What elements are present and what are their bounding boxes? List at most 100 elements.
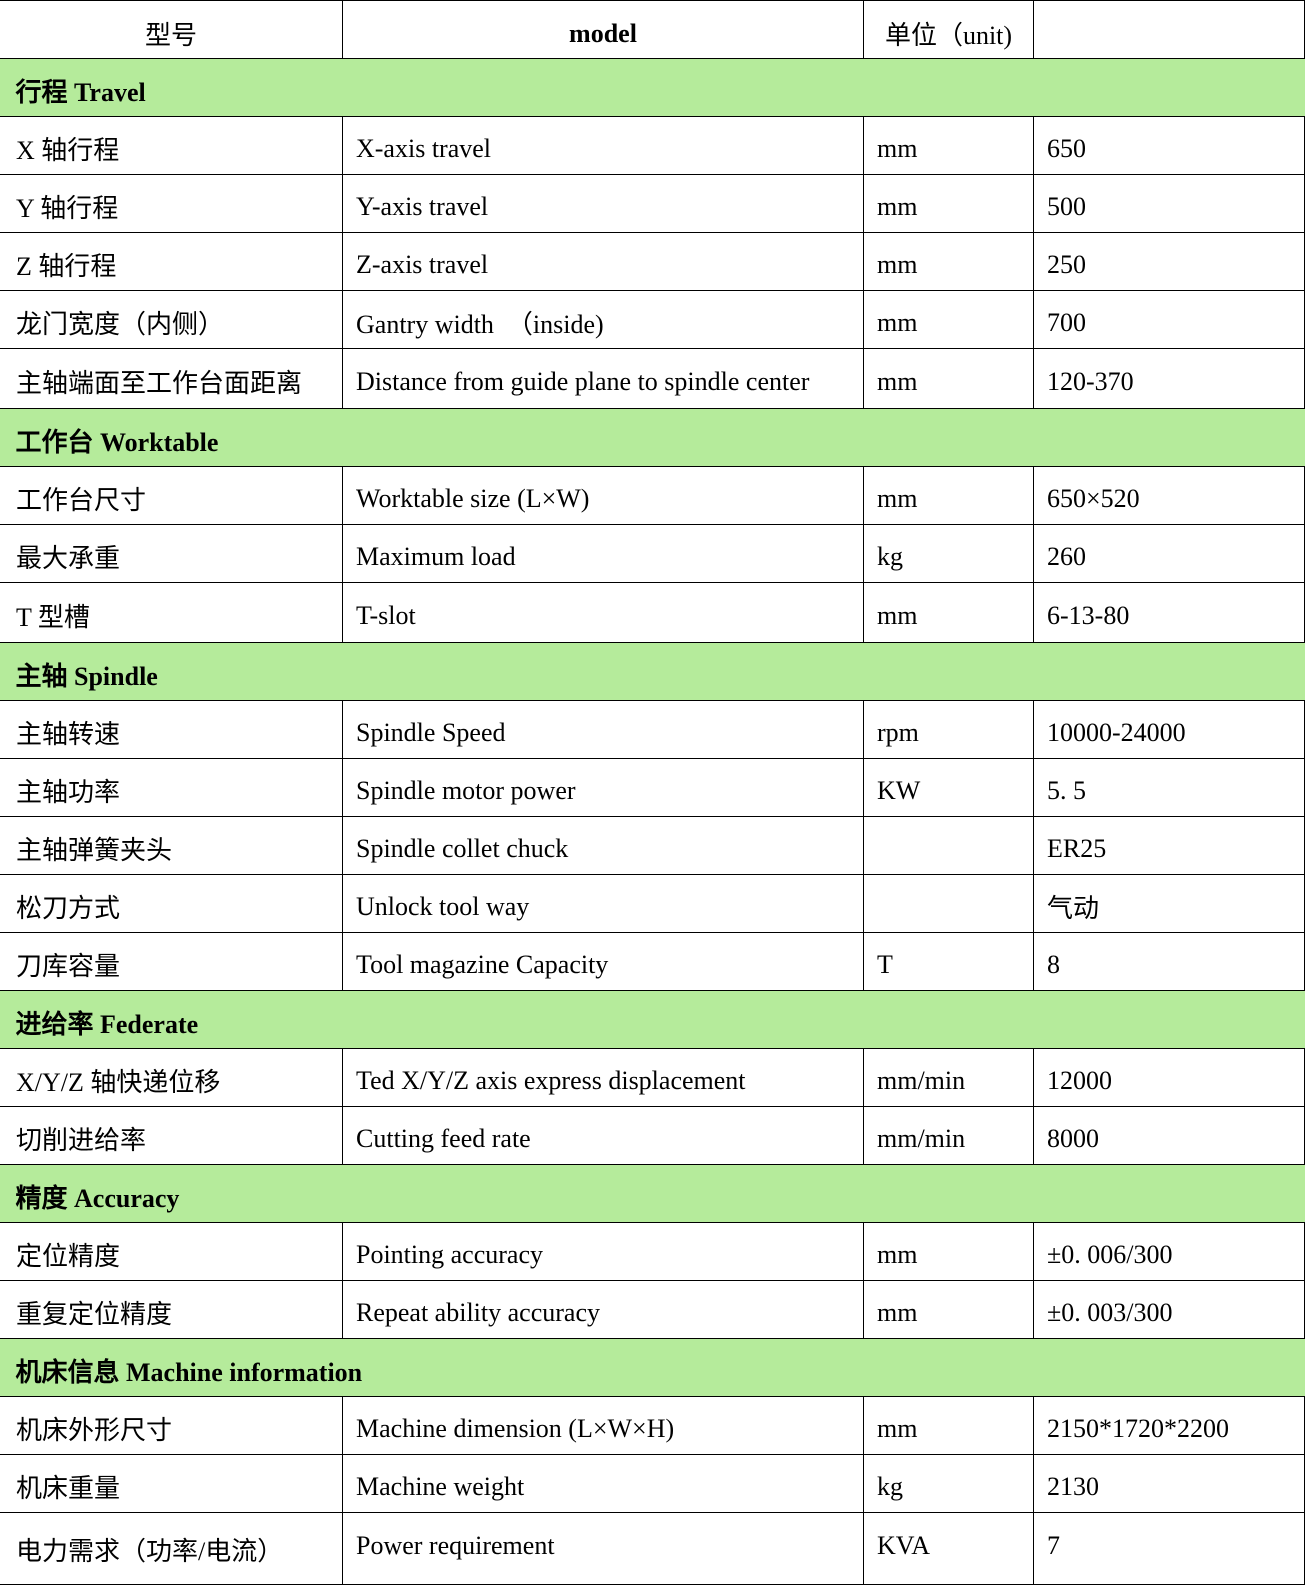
spec-unit: mm/min: [863, 1106, 1034, 1165]
table-row: 定位精度 Pointing accuracy mm ±0. 006/300: [0, 1222, 1305, 1281]
spec-unit: [863, 816, 1034, 875]
spec-name-cn: 主轴功率: [0, 758, 343, 817]
spec-value: 260: [1033, 524, 1305, 583]
table-row: 工作台尺寸 Worktable size (L×W) mm 650×520: [0, 466, 1305, 525]
spec-name-cn: 主轴弹簧夹头: [0, 816, 343, 875]
spec-name-en: Unlock tool way: [342, 874, 864, 933]
spec-unit: mm: [863, 174, 1034, 233]
section-title: 精度 Accuracy: [0, 1164, 1305, 1223]
spec-name-cn: 松刀方式: [0, 874, 343, 933]
spec-unit: mm: [863, 582, 1034, 643]
table-row: 主轴功率 Spindle motor power KW 5. 5: [0, 758, 1305, 817]
spec-unit: mm: [863, 232, 1034, 291]
spec-value: 气动: [1033, 874, 1305, 933]
header-cell-value: [1033, 0, 1305, 59]
spec-unit: KW: [863, 758, 1034, 817]
table-row: 主轴弹簧夹头 Spindle collet chuck ER25: [0, 816, 1305, 875]
spec-unit: mm: [863, 1280, 1034, 1339]
spec-name-en: Spindle motor power: [342, 758, 864, 817]
spec-value: 6-13-80: [1033, 582, 1305, 643]
table-row: 重复定位精度 Repeat ability accuracy mm ±0. 003/3…: [0, 1280, 1305, 1339]
section-title: 工作台 Worktable: [0, 408, 1305, 467]
spec-unit: mm: [863, 348, 1034, 409]
spec-name-cn: 龙门宽度（内侧）: [0, 290, 343, 349]
table-row: 主轴转速 Spindle Speed rpm 10000-24000: [0, 700, 1305, 759]
spec-value: 8: [1033, 932, 1305, 991]
spec-name-cn: 主轴端面至工作台面距离: [0, 348, 343, 409]
spec-name-en: Maximum load: [342, 524, 864, 583]
section-header-row: 进给率 Federate: [0, 990, 1305, 1049]
spec-unit: mm: [863, 466, 1034, 525]
table-row: 主轴端面至工作台面距离 Distance from guide plane to …: [0, 348, 1305, 409]
spec-unit: mm: [863, 116, 1034, 175]
spec-value: 500: [1033, 174, 1305, 233]
spec-value: 12000: [1033, 1048, 1305, 1107]
spec-unit: mm: [863, 290, 1034, 349]
spec-value: 650×520: [1033, 466, 1305, 525]
spec-unit: kg: [863, 1454, 1034, 1513]
spec-value: 10000-24000: [1033, 700, 1305, 759]
spec-value: 650: [1033, 116, 1305, 175]
spec-value: 2130: [1033, 1454, 1305, 1513]
table-row: 松刀方式 Unlock tool way 气动: [0, 874, 1305, 933]
spec-name-cn: X/Y/Z 轴快递位移: [0, 1048, 343, 1107]
table-row: 龙门宽度（内侧） Gantry width （inside) mm 700: [0, 290, 1305, 349]
spec-name-cn: 主轴转速: [0, 700, 343, 759]
spec-name-cn: 最大承重: [0, 524, 343, 583]
section-title: 行程 Travel: [0, 58, 1305, 117]
spec-value: ±0. 006/300: [1033, 1222, 1305, 1281]
spec-name-cn: Z 轴行程: [0, 232, 343, 291]
spec-value: ER25: [1033, 816, 1305, 875]
spec-name-en: Tool magazine Capacity: [342, 932, 864, 991]
spec-unit: T: [863, 932, 1034, 991]
section-header-row: 机床信息 Machine information: [0, 1338, 1305, 1397]
spec-value: 120-370: [1033, 348, 1305, 409]
spec-value: 250: [1033, 232, 1305, 291]
spec-name-en: X-axis travel: [342, 116, 864, 175]
table-header-row: 型号 model 单位（unit): [0, 0, 1305, 59]
spec-name-en: Spindle collet chuck: [342, 816, 864, 875]
table-row: X/Y/Z 轴快递位移 Ted X/Y/Z axis express displa…: [0, 1048, 1305, 1107]
table-row: T 型槽 T-slot mm 6-13-80: [0, 582, 1305, 643]
spec-name-cn: 定位精度: [0, 1222, 343, 1281]
spec-value: 7: [1033, 1512, 1305, 1585]
spec-name-en: Pointing accuracy: [342, 1222, 864, 1281]
spec-unit: kg: [863, 524, 1034, 583]
section-header-row: 工作台 Worktable: [0, 408, 1305, 467]
spec-value: 8000: [1033, 1106, 1305, 1165]
spec-name-cn: Y 轴行程: [0, 174, 343, 233]
spec-name-cn: 机床外形尺寸: [0, 1396, 343, 1455]
section-header-row: 行程 Travel: [0, 58, 1305, 117]
header-cell-model-cn: 型号: [0, 0, 343, 59]
spec-name-en: Spindle Speed: [342, 700, 864, 759]
spec-name-cn: 机床重量: [0, 1454, 343, 1513]
section-title: 机床信息 Machine information: [0, 1338, 1305, 1397]
spec-name-cn: 切削进给率: [0, 1106, 343, 1165]
spec-name-cn: 刀库容量: [0, 932, 343, 991]
table-row: 机床外形尺寸 Machine dimension (L×W×H) mm 2150*17…: [0, 1396, 1305, 1455]
header-cell-unit: 单位（unit): [863, 0, 1034, 59]
spec-value: 5. 5: [1033, 758, 1305, 817]
spec-unit: mm: [863, 1396, 1034, 1455]
spec-name-en: Cutting feed rate: [342, 1106, 864, 1165]
spec-name-en: Repeat ability accuracy: [342, 1280, 864, 1339]
spec-value: 2150*1720*2200: [1033, 1396, 1305, 1455]
table-row: 切削进给率 Cutting feed rate mm/min 8000: [0, 1106, 1305, 1165]
spec-name-en: Distance from guide plane to spindle cen…: [342, 348, 864, 409]
spec-unit: rpm: [863, 700, 1034, 759]
table-row: 电力需求（功率/电流） Power requirement KVA 7: [0, 1512, 1305, 1585]
spec-name-en: Y-axis travel: [342, 174, 864, 233]
table-row: Y 轴行程 Y-axis travel mm 500: [0, 174, 1305, 233]
spec-name-en: T-slot: [342, 582, 864, 643]
spec-value: ±0. 003/300: [1033, 1280, 1305, 1339]
spec-value: 700: [1033, 290, 1305, 349]
section-title: 主轴 Spindle: [0, 642, 1305, 701]
spec-name-en: Z-axis travel: [342, 232, 864, 291]
spec-name-en: Worktable size (L×W): [342, 466, 864, 525]
spec-name-en: Power requirement: [342, 1512, 864, 1585]
spec-name-cn: X 轴行程: [0, 116, 343, 175]
table-row: Z 轴行程 Z-axis travel mm 250: [0, 232, 1305, 291]
header-cell-model: model: [342, 0, 864, 59]
section-header-row: 精度 Accuracy: [0, 1164, 1305, 1223]
